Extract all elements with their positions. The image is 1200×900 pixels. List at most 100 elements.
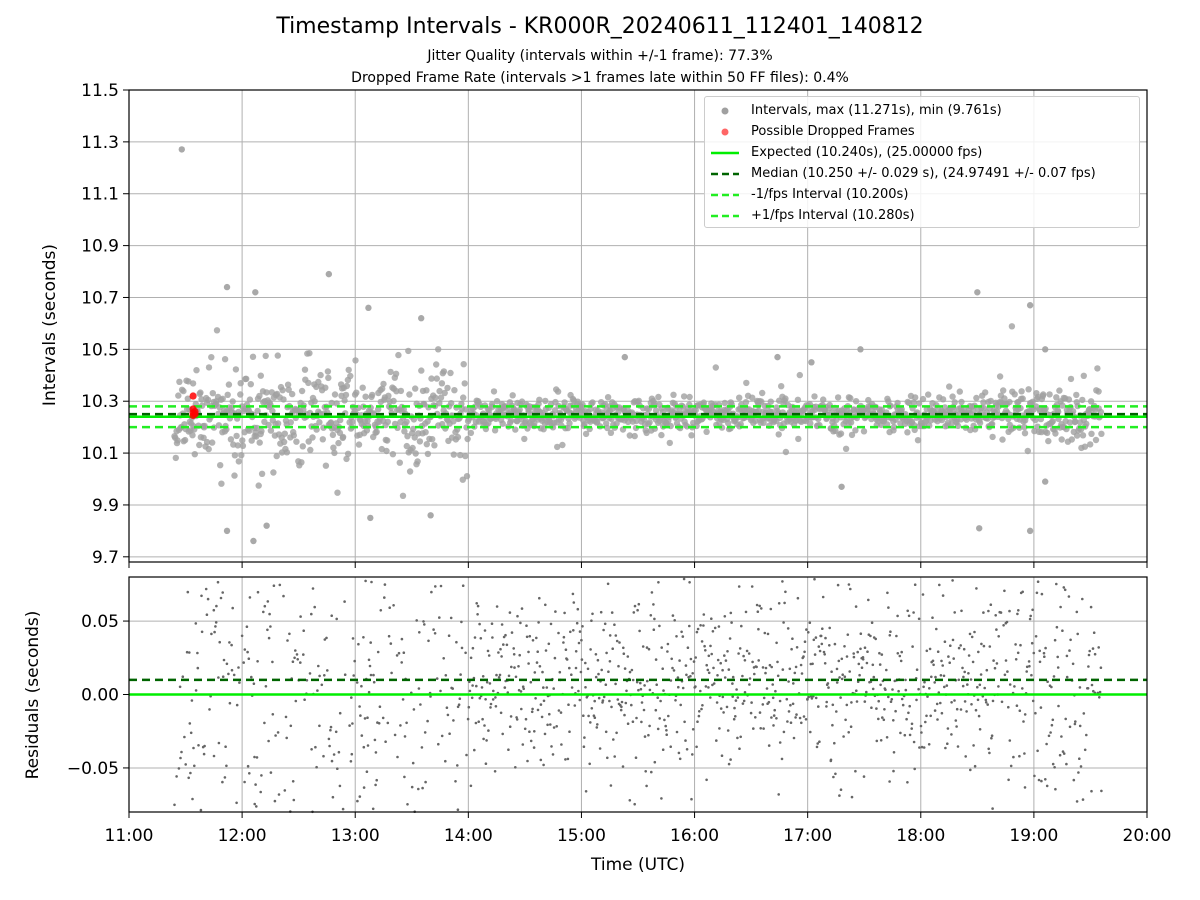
residual-point bbox=[821, 595, 825, 599]
residual-point bbox=[639, 681, 642, 685]
residual-point bbox=[291, 780, 295, 783]
x-tick-label: 18:00 bbox=[896, 826, 945, 846]
residual-point bbox=[692, 660, 696, 663]
residual-point bbox=[985, 668, 989, 672]
residual-point bbox=[246, 650, 249, 654]
legend: Intervals, max (11.271s), min (9.761s) P… bbox=[704, 96, 1140, 228]
residual-point bbox=[1037, 778, 1041, 782]
interval-point bbox=[989, 433, 996, 441]
residual-point bbox=[940, 659, 943, 663]
residual-point bbox=[1092, 689, 1095, 693]
interval-point-extreme bbox=[178, 146, 185, 153]
residual-point bbox=[823, 653, 826, 656]
residual-point bbox=[613, 623, 616, 626]
interval-point-extreme bbox=[621, 353, 629, 361]
residual-point bbox=[232, 673, 236, 677]
residual-point bbox=[988, 645, 992, 648]
interval-point bbox=[521, 435, 528, 443]
residual-point bbox=[271, 660, 274, 664]
interval-point bbox=[518, 398, 526, 405]
interval-point bbox=[239, 437, 246, 444]
residual-point bbox=[794, 665, 798, 669]
interval-point bbox=[1040, 391, 1047, 398]
residual-point bbox=[632, 611, 636, 614]
residual-point bbox=[913, 583, 917, 586]
residual-point bbox=[840, 657, 844, 661]
interval-point bbox=[193, 367, 200, 374]
residual-point bbox=[536, 650, 539, 653]
residual-point bbox=[725, 705, 729, 709]
residual-point bbox=[790, 647, 793, 651]
residual-point bbox=[614, 682, 617, 686]
residual-point bbox=[521, 685, 525, 688]
interval-point bbox=[411, 434, 418, 441]
interval-point bbox=[444, 384, 451, 392]
residual-point bbox=[479, 637, 483, 640]
residual-point bbox=[991, 807, 994, 810]
residual-point bbox=[871, 687, 875, 691]
residual-point bbox=[263, 721, 266, 725]
residual-point bbox=[1100, 789, 1103, 793]
residual-point bbox=[247, 657, 251, 660]
residual-point bbox=[1028, 617, 1032, 621]
residual-point bbox=[392, 604, 395, 607]
residual-point bbox=[904, 688, 908, 692]
residual-point bbox=[492, 689, 495, 693]
residual-point bbox=[254, 805, 258, 808]
residual-point bbox=[936, 718, 939, 721]
residual-point bbox=[791, 637, 794, 640]
residual-point bbox=[381, 716, 385, 720]
residual-point bbox=[677, 685, 680, 689]
interval-point bbox=[450, 451, 457, 458]
residual-point bbox=[289, 724, 293, 728]
residual-point bbox=[648, 688, 652, 692]
residual-point bbox=[1015, 704, 1019, 707]
residual-point bbox=[897, 689, 900, 693]
residual-point bbox=[712, 682, 716, 685]
interval-point bbox=[852, 398, 860, 405]
residual-point bbox=[892, 751, 896, 754]
residual-point bbox=[832, 775, 835, 779]
residual-point bbox=[217, 741, 221, 745]
interval-point bbox=[758, 398, 765, 405]
residual-point bbox=[863, 646, 867, 649]
interval-point bbox=[631, 432, 638, 440]
residual-point bbox=[676, 676, 680, 679]
residual-point bbox=[992, 659, 995, 662]
x-tick-label: 12:00 bbox=[218, 826, 267, 846]
residual-point bbox=[710, 617, 713, 620]
residual-point bbox=[672, 669, 676, 672]
residual-point bbox=[986, 703, 989, 706]
residual-point bbox=[256, 590, 260, 594]
residual-point bbox=[855, 700, 859, 703]
residual-point bbox=[426, 719, 429, 723]
residual-point bbox=[527, 662, 530, 665]
residual-point bbox=[1054, 787, 1057, 791]
interval-point bbox=[172, 454, 179, 462]
residual-point bbox=[501, 732, 505, 736]
residual-point bbox=[1076, 632, 1079, 636]
residual-point bbox=[369, 641, 373, 644]
residual-point bbox=[520, 707, 523, 711]
legend-marker-intervals bbox=[721, 107, 729, 115]
residual-point bbox=[784, 590, 787, 594]
residual-point bbox=[1090, 683, 1094, 687]
residual-point bbox=[448, 732, 451, 735]
residual-point bbox=[872, 675, 876, 679]
residual-point bbox=[771, 683, 774, 686]
residual-point bbox=[495, 605, 499, 608]
residual-point bbox=[762, 696, 766, 700]
interval-point bbox=[1092, 436, 1100, 444]
residual-point bbox=[564, 648, 568, 651]
residual-point bbox=[508, 611, 512, 614]
bottom-y-tick-label: 0.05 bbox=[81, 612, 119, 632]
residual-point bbox=[535, 661, 539, 664]
interval-point bbox=[1074, 402, 1081, 410]
residual-point bbox=[584, 661, 587, 665]
interval-point bbox=[385, 392, 392, 399]
interval-point bbox=[1073, 391, 1080, 399]
residual-point bbox=[911, 645, 914, 648]
residual-point bbox=[541, 670, 544, 674]
residual-point bbox=[908, 704, 911, 708]
residual-point bbox=[204, 587, 208, 591]
